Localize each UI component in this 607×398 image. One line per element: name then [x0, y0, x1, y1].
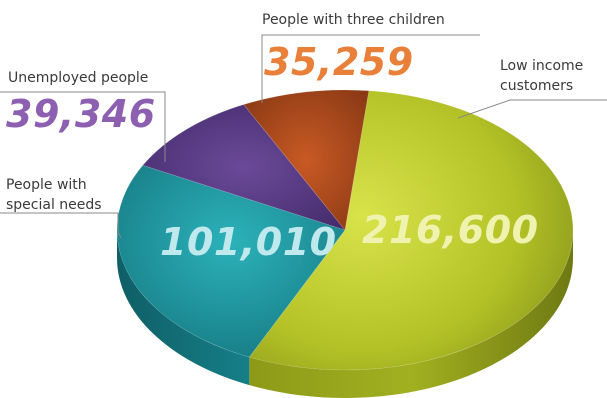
callout-special-needs-line1: People with — [6, 177, 87, 193]
callout-three-children: People with three children — [262, 10, 445, 30]
slice-three-children — [243, 89, 370, 231]
value-label-special-needs: 101,010 — [160, 220, 337, 264]
slice-special-needs-side — [117, 230, 250, 386]
callout-low-income-line1: Low income — [500, 58, 584, 74]
leader-lines — [0, 34, 607, 239]
pie-tops — [116, 89, 574, 371]
value-label-three-children: 35,259 — [264, 40, 414, 84]
leader-line-three-children — [261, 34, 480, 103]
slice-unemployed — [142, 104, 347, 231]
slice-special-needs — [116, 164, 346, 358]
slice-low-income-side — [249, 230, 573, 398]
callout-three-children-line1: People with three children — [262, 12, 445, 28]
callout-unemployed-line1: Unemployed people — [8, 70, 149, 86]
callout-low-income: Low income customers — [500, 56, 583, 96]
callout-low-income-line2: customers — [500, 78, 574, 94]
pie-sides — [117, 230, 573, 398]
callout-special-needs: People with special needs — [6, 175, 102, 215]
leader-line-unemployed — [0, 91, 166, 162]
value-label-unemployed: 39,346 — [6, 92, 156, 136]
callout-unemployed: Unemployed people — [8, 68, 148, 88]
slice-low-income — [248, 90, 574, 371]
leader-line-special-needs — [0, 212, 122, 239]
callout-special-needs-line2: special needs — [6, 197, 102, 213]
leader-line-low-income — [457, 99, 607, 119]
value-label-low-income: 216,600 — [362, 208, 539, 252]
